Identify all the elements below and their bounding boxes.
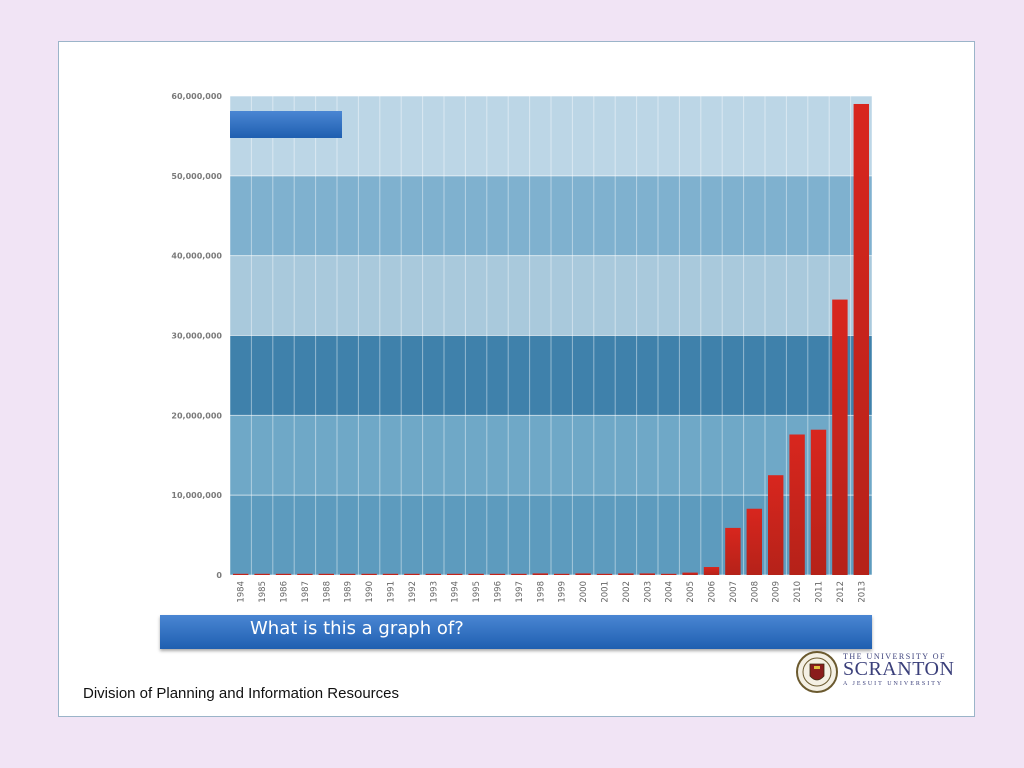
x-tick-label: 2002 bbox=[622, 581, 632, 602]
y-tick-label: 60,000,000 bbox=[171, 92, 222, 101]
bar-1999 bbox=[553, 573, 570, 575]
bar-2004 bbox=[660, 573, 677, 575]
x-tick-label: 2007 bbox=[729, 581, 739, 602]
bar-1998 bbox=[532, 573, 549, 575]
x-tick-label: 2011 bbox=[815, 581, 825, 602]
x-tick-label: 2000 bbox=[579, 581, 589, 602]
bar-2011 bbox=[810, 429, 827, 575]
logo-line-1: THE UNIVERSITY OF bbox=[843, 652, 946, 661]
plot-band bbox=[230, 335, 872, 416]
x-tick-label: 1990 bbox=[365, 581, 375, 602]
logo-wordmark: SCRANTON bbox=[843, 658, 955, 680]
university-logo: THE UNIVERSITY OF SCRANTON A JESUIT UNIV… bbox=[795, 644, 970, 704]
bar-1987 bbox=[297, 573, 313, 575]
x-tick-label: 2001 bbox=[601, 581, 611, 602]
plot-band bbox=[230, 415, 872, 496]
bar-2001 bbox=[596, 573, 613, 575]
y-tick-label: 20,000,000 bbox=[171, 411, 222, 420]
x-tick-label: 2006 bbox=[708, 581, 718, 602]
x-tick-label: 2010 bbox=[793, 581, 803, 602]
question-banner: What is this a graph of? bbox=[160, 615, 872, 649]
bar-2006 bbox=[703, 567, 720, 575]
bar-1988 bbox=[318, 573, 335, 575]
plot-band bbox=[230, 255, 872, 336]
bar-1985 bbox=[254, 573, 270, 575]
question-text: What is this a graph of? bbox=[250, 618, 464, 639]
y-tick-label: 0 bbox=[216, 571, 222, 580]
x-tick-label: 1986 bbox=[280, 581, 290, 602]
bar-chart: 0 10,000,000 20,000,000 30,000,000 40,000,00… bbox=[171, 92, 873, 602]
x-tick-label: 2009 bbox=[772, 581, 782, 602]
y-tick-label: 30,000,000 bbox=[171, 332, 222, 341]
x-tick-label: 2008 bbox=[750, 581, 760, 602]
x-axis-ticks: 1984 1985 1986 1987 1988 1989 1990 1991 1992 1993… bbox=[237, 581, 868, 602]
x-tick-label: 1994 bbox=[451, 581, 461, 602]
footer-text: Division of Planning and Information Res… bbox=[83, 685, 400, 702]
bar-1992 bbox=[404, 573, 420, 575]
bar-1991 bbox=[382, 573, 399, 575]
x-tick-label: 1993 bbox=[429, 581, 439, 602]
x-tick-label: 1996 bbox=[494, 581, 504, 602]
bar-1997 bbox=[511, 573, 527, 575]
bar-2010 bbox=[789, 434, 805, 575]
bar-2013 bbox=[853, 103, 870, 575]
x-tick-label: 1999 bbox=[558, 581, 568, 602]
x-tick-label: 1987 bbox=[301, 581, 311, 602]
x-tick-label: 1984 bbox=[237, 581, 247, 602]
chart-grid bbox=[229, 95, 873, 576]
x-tick-label: 1997 bbox=[515, 581, 525, 602]
x-tick-label: 1992 bbox=[408, 581, 418, 602]
bar-2003 bbox=[639, 573, 656, 575]
logo-line-3: A JESUIT UNIVERSITY bbox=[843, 681, 944, 687]
x-tick-label: 2012 bbox=[836, 581, 846, 602]
x-tick-label: 1989 bbox=[344, 581, 354, 602]
x-tick-label: 1998 bbox=[536, 581, 546, 602]
x-tick-label: 2005 bbox=[686, 581, 696, 602]
x-tick-label: 1988 bbox=[322, 581, 332, 602]
bar-1993 bbox=[425, 573, 442, 575]
x-tick-label: 2013 bbox=[857, 581, 867, 602]
x-tick-label: 1995 bbox=[472, 581, 482, 602]
bar-1996 bbox=[489, 573, 506, 575]
slide: 0 10,000,000 20,000,000 30,000,000 40,000,00… bbox=[58, 41, 975, 717]
bars bbox=[232, 103, 870, 575]
y-tick-label: 10,000,000 bbox=[171, 491, 222, 500]
bar-2005 bbox=[682, 572, 698, 575]
legend-swatch bbox=[230, 111, 342, 138]
plot-band bbox=[230, 175, 872, 256]
x-tick-label: 1991 bbox=[387, 581, 397, 602]
plot-background bbox=[230, 96, 872, 575]
bar-2009 bbox=[767, 475, 784, 575]
bar-1989 bbox=[339, 573, 356, 575]
bar-2000 bbox=[575, 573, 591, 575]
bar-1984 bbox=[232, 573, 249, 575]
bar-1995 bbox=[468, 573, 484, 575]
y-tick-label: 40,000,000 bbox=[171, 252, 222, 261]
x-tick-label: 1985 bbox=[258, 581, 268, 602]
y-axis-ticks: 0 10,000,000 20,000,000 30,000,000 40,000,00… bbox=[171, 92, 222, 580]
bar-1994 bbox=[446, 573, 463, 575]
bar-2002 bbox=[618, 573, 634, 575]
plot-band bbox=[230, 495, 872, 575]
bar-2012 bbox=[832, 299, 848, 575]
y-tick-label: 50,000,000 bbox=[171, 172, 222, 181]
bar-1990 bbox=[361, 573, 377, 575]
bar-2008 bbox=[746, 508, 763, 575]
x-tick-label: 2003 bbox=[643, 581, 653, 602]
x-tick-label: 2004 bbox=[665, 581, 675, 602]
seal-icon bbox=[796, 651, 838, 693]
bar-1986 bbox=[275, 573, 292, 575]
bar-2007 bbox=[725, 527, 741, 575]
